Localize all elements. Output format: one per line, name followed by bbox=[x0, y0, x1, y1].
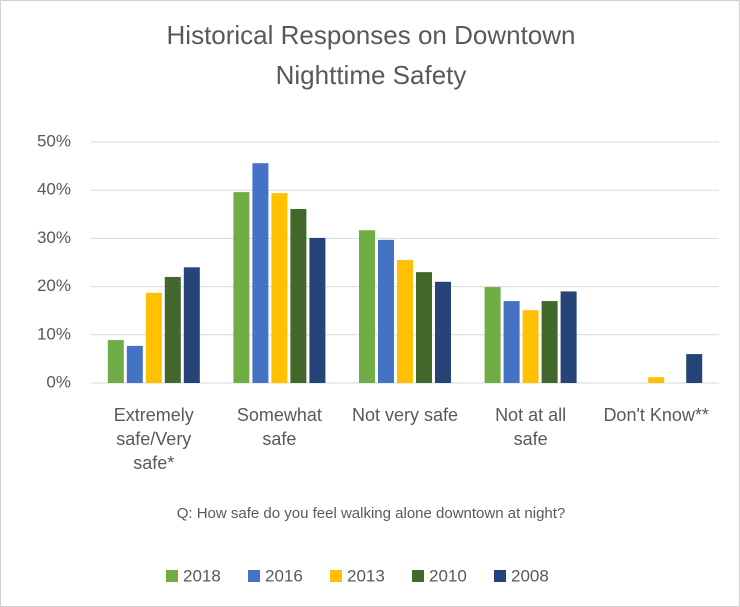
bar bbox=[145, 292, 162, 383]
legend-label: 2018 bbox=[183, 566, 221, 585]
x-tick-label: Extremely safe/Very safe* bbox=[113, 405, 194, 473]
bar bbox=[503, 301, 520, 383]
x-tick-label: Not very safe bbox=[351, 405, 459, 425]
bar bbox=[164, 276, 181, 383]
bar bbox=[397, 260, 413, 383]
legend-label: 2010 bbox=[429, 566, 467, 585]
x-tick-label: Somewhat safe bbox=[236, 405, 322, 449]
bar bbox=[252, 163, 269, 383]
bar bbox=[271, 193, 288, 383]
chart-title: Historical Responses on Downtown Nightti… bbox=[166, 20, 576, 90]
bar bbox=[233, 192, 250, 383]
bar bbox=[648, 377, 665, 383]
y-tick-label: 40% bbox=[37, 180, 71, 199]
bar bbox=[522, 310, 539, 383]
x-axis-label: Q: How safe do you feel walking alone do… bbox=[176, 505, 566, 522]
bar bbox=[359, 230, 375, 383]
x-tick-label: Don't Know** bbox=[603, 405, 709, 425]
bar bbox=[309, 237, 326, 383]
y-tick-label: 30% bbox=[37, 228, 71, 247]
legend-swatch bbox=[166, 570, 178, 582]
bar bbox=[484, 287, 501, 383]
bar bbox=[126, 345, 143, 383]
bar bbox=[290, 208, 307, 383]
bar bbox=[686, 354, 703, 383]
bar bbox=[378, 239, 394, 383]
legend-swatch bbox=[412, 570, 424, 582]
legend-label: 2016 bbox=[265, 566, 303, 585]
legend-swatch bbox=[248, 570, 260, 582]
x-tick-label: Not at all safe bbox=[495, 405, 567, 449]
bar bbox=[541, 301, 558, 383]
legend-label: 2008 bbox=[511, 566, 549, 585]
legend-label: 2013 bbox=[347, 566, 385, 585]
bar bbox=[416, 272, 432, 383]
bar bbox=[183, 267, 200, 383]
y-tick-label: 0% bbox=[46, 372, 71, 391]
y-tick-label: 20% bbox=[37, 276, 71, 295]
bar bbox=[435, 281, 451, 383]
y-tick-label: 10% bbox=[37, 324, 71, 343]
legend-swatch bbox=[330, 570, 342, 582]
bar bbox=[560, 291, 577, 383]
legend-swatch bbox=[494, 570, 506, 582]
bar bbox=[107, 340, 124, 383]
y-tick-label: 50% bbox=[37, 131, 71, 150]
